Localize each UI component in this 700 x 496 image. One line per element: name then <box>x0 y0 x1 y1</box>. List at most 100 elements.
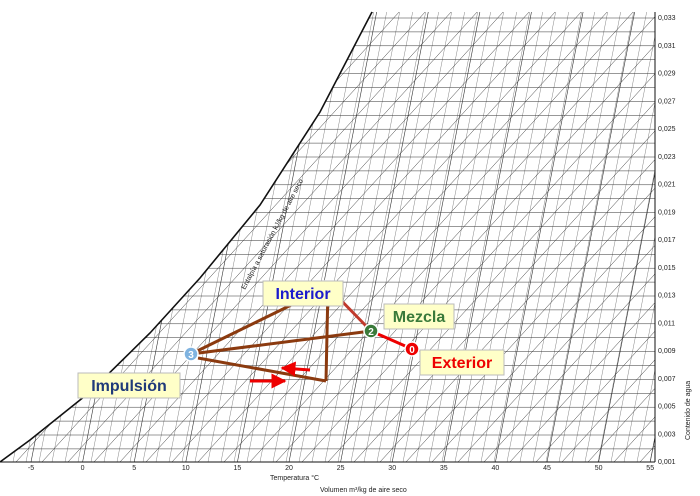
x-tick-label: 55 <box>646 465 654 472</box>
grid-line <box>402 12 494 462</box>
x-tick-label: 25 <box>337 465 345 472</box>
grid-line <box>246 12 338 462</box>
grid-line <box>288 12 380 462</box>
x-title: Temperatura °C <box>270 474 319 482</box>
label-box <box>383 303 455 330</box>
grid-line <box>480 12 572 462</box>
enthalpy-line <box>249 12 655 462</box>
enthalpy-line <box>509 12 655 462</box>
x-tick-label: 40 <box>492 465 500 472</box>
label-box <box>77 372 181 399</box>
grid-line <box>598 12 655 462</box>
x-tick-label: 10 <box>182 465 190 472</box>
x-tick-label: -5 <box>28 465 34 472</box>
enthalpy-line <box>483 12 655 462</box>
enthalpy-line <box>431 12 655 462</box>
grid-line <box>0 12 91 462</box>
grid-line <box>545 12 637 462</box>
point-number: 0 <box>409 345 415 356</box>
point-number: 3 <box>188 350 194 361</box>
point-marker <box>183 346 199 362</box>
grid-line <box>340 12 431 462</box>
point-marker <box>404 341 420 357</box>
grid-line <box>558 12 650 462</box>
grid-line <box>649 12 655 462</box>
grid-line <box>610 12 655 462</box>
grid-line <box>311 12 403 462</box>
point-number: 2 <box>368 327 374 338</box>
enthalpy-line <box>327 12 655 462</box>
enthalpy-line <box>197 12 619 462</box>
grid-line <box>391 12 483 462</box>
enthalpy-line <box>301 12 655 462</box>
grid-line <box>415 12 507 462</box>
grid-line <box>649 12 655 462</box>
point-marker <box>363 323 379 339</box>
grid-line <box>363 12 455 462</box>
enthalpy-line <box>0 12 21 462</box>
point-label: Exterior <box>432 355 492 372</box>
grid-line <box>532 12 624 462</box>
grid-line <box>337 12 429 462</box>
point-label: Impulsión <box>91 378 167 395</box>
y-tick-label: 0,005 <box>658 404 676 411</box>
grid-line <box>207 12 299 462</box>
grid-line <box>220 12 312 462</box>
y-tick-label: 0,015 <box>658 265 676 272</box>
grid-line <box>546 12 638 462</box>
grid-line <box>454 12 546 462</box>
y-tick-label: 0,001 <box>658 459 676 466</box>
grid-line <box>467 12 559 462</box>
enthalpy-line <box>666 0 700 462</box>
enthalpy-line <box>692 0 700 462</box>
grid-line <box>597 12 655 462</box>
y-tick-label: 0,011 <box>658 320 675 327</box>
y-tick-label: 0,019 <box>658 209 676 216</box>
enthalpy-line <box>379 12 655 462</box>
grid-line <box>168 12 260 462</box>
grid-line <box>584 12 655 462</box>
saturation-curve <box>0 11 373 463</box>
x-tick-label: 30 <box>388 465 396 472</box>
grid-line <box>519 12 611 462</box>
grid-line <box>185 12 277 462</box>
grid-line <box>623 12 655 462</box>
enthalpy-line <box>171 12 593 462</box>
x-tick-label: 20 <box>285 465 293 472</box>
grid-line <box>389 12 481 462</box>
grid-line <box>493 12 585 462</box>
grid-line <box>495 12 586 462</box>
grid-line <box>298 12 390 462</box>
point-label: Mezcla <box>393 309 446 326</box>
enthalpy-line <box>353 12 655 462</box>
enthalpy-line <box>535 12 655 462</box>
grid-line <box>350 12 442 462</box>
grid-line <box>506 12 598 462</box>
y-tick-label: 0,031 <box>658 43 676 50</box>
grid-line <box>663 0 700 462</box>
y-tick-label: 0,007 <box>658 376 676 383</box>
y-tick-label: 0,009 <box>658 348 676 355</box>
grid-line <box>428 12 520 462</box>
enthalpy-line <box>561 12 655 462</box>
enthalpy-line <box>0 12 411 462</box>
label-box <box>419 349 505 376</box>
enthalpy-line <box>223 12 645 462</box>
enthalpy-line <box>275 12 655 462</box>
enthalpy-title: Entalpía a saturación kJ/kg de aire seco <box>241 178 306 291</box>
y-tick-label: 0,021 <box>658 182 676 189</box>
grid-line <box>233 12 325 462</box>
grid-line <box>272 12 364 462</box>
y-tick-label: 0,003 <box>658 431 676 438</box>
grid-line <box>237 12 328 462</box>
enthalpy-line <box>587 12 655 462</box>
grid-line <box>441 12 533 462</box>
grid-line <box>285 12 377 462</box>
y-tick-label: 0,033 <box>658 15 676 22</box>
y-tick-label: 0,023 <box>658 154 676 161</box>
y-tick-label: 0,017 <box>658 237 676 244</box>
volume-title: Volumen m³/kg de aire seco <box>320 487 407 494</box>
grid-line <box>324 12 416 462</box>
grid-line <box>376 12 468 462</box>
